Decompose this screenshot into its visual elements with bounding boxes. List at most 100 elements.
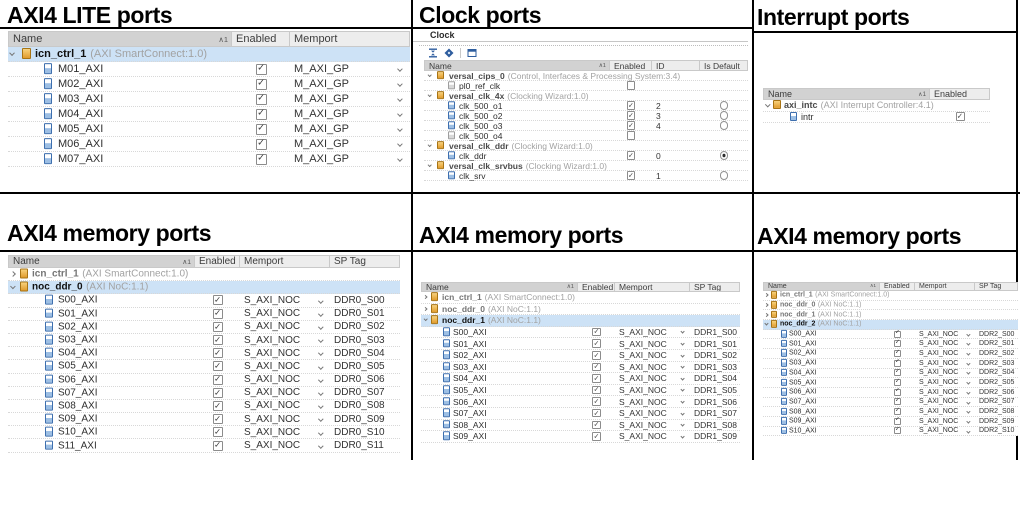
- enabled-checkbox[interactable]: ✓: [894, 349, 901, 357]
- column-header-is-default[interactable]: Is Default: [700, 60, 748, 71]
- enabled-checkbox[interactable]: ✓: [592, 338, 601, 348]
- dropdown-chevron-icon[interactable]: [680, 341, 685, 346]
- enabled-checkbox[interactable]: ✓: [894, 416, 901, 425]
- tree-group-row[interactable]: noc_ddr_1 (AXI NoC:1.1): [421, 315, 740, 327]
- enabled-checkbox[interactable]: ✓: [626, 111, 636, 120]
- column-header-enabled[interactable]: Enabled: [232, 31, 290, 47]
- column-header-enabled[interactable]: Enabled: [880, 282, 915, 291]
- enabled-checkbox[interactable]: ✓: [626, 151, 636, 160]
- tree-port-row[interactable]: clk_ddr ✓ 0: [424, 151, 748, 161]
- tree-port-row[interactable]: S08_AXI ✓ S_AXI_NOC DDR2_S08: [763, 407, 1018, 417]
- enabled-checkbox[interactable]: ✓: [212, 294, 223, 306]
- dropdown-chevron-icon[interactable]: [318, 442, 324, 449]
- dropdown-chevron-icon[interactable]: [318, 311, 324, 317]
- tree-port-row[interactable]: S00_AXI ✓ S_AXI_NOC DDR0_S00: [8, 294, 400, 308]
- enabled-checkbox[interactable]: ✓: [255, 62, 267, 75]
- tree-port-row[interactable]: S05_AXI ✓ S_AXI_NOC DDR0_S05: [8, 360, 400, 374]
- enabled-checkbox[interactable]: ✓: [894, 397, 901, 406]
- column-header-enabled[interactable]: Enabled: [578, 282, 615, 292]
- dropdown-chevron-icon[interactable]: [680, 329, 685, 335]
- tree-group-row[interactable]: noc_ddr_0 (AXI NoC:1.1): [763, 300, 1018, 311]
- dropdown-chevron-icon[interactable]: [397, 81, 404, 87]
- enabled-checkbox[interactable]: ✓: [255, 77, 267, 90]
- collapse-all-icon[interactable]: [428, 48, 438, 58]
- enabled-checkbox[interactable]: ✓: [894, 358, 901, 367]
- dropdown-chevron-icon[interactable]: [966, 380, 971, 385]
- dropdown-chevron-icon[interactable]: [966, 361, 971, 366]
- tree-port-row[interactable]: S00_AXI ✓ S_AXI_NOC DDR1_S00: [421, 326, 740, 339]
- collapse-chevron-icon[interactable]: [423, 317, 429, 323]
- tree-group-row[interactable]: axi_intc (AXI Interrupt Controller:4.1): [763, 100, 990, 112]
- tree-port-row[interactable]: S04_AXI ✓ S_AXI_NOC DDR0_S04: [8, 347, 400, 361]
- column-header-memport[interactable]: Memport: [240, 255, 330, 268]
- tree-group-row[interactable]: noc_ddr_1 (AXI NoC:1.1): [763, 310, 1018, 321]
- column-header-sp-tag[interactable]: SP Tag: [330, 255, 400, 268]
- tree-port-row[interactable]: S11_AXI ✓ S_AXI_NOC DDR0_S11: [8, 439, 400, 453]
- tree-port-row[interactable]: pl0_ref_clk: [424, 81, 748, 91]
- column-header-name[interactable]: Name ∧1: [421, 282, 578, 292]
- tree-group-row[interactable]: noc_ddr_0 (AXI NoC:1.1): [421, 303, 740, 316]
- enabled-checkbox[interactable]: ✓: [592, 327, 601, 337]
- tree-port-row[interactable]: S04_AXI ✓ S_AXI_NOC DDR2_S04: [763, 368, 1018, 379]
- tree-group-row[interactable]: noc_ddr_2 (AXI NoC:1.1): [763, 320, 1018, 330]
- enabled-checkbox[interactable]: ✓: [955, 111, 965, 122]
- dropdown-chevron-icon[interactable]: [680, 353, 685, 358]
- collapse-chevron-icon[interactable]: [9, 50, 15, 57]
- collapse-chevron-icon[interactable]: [427, 92, 433, 98]
- enabled-checkbox[interactable]: ✓: [592, 373, 601, 383]
- expand-chevron-icon[interactable]: [764, 302, 769, 308]
- tree-port-row[interactable]: clk_500_o3 ✓ 4: [424, 121, 748, 131]
- tree-group-row[interactable]: versal_clk_ddr (Clocking Wizard:1.0): [424, 141, 748, 151]
- dropdown-chevron-icon[interactable]: [680, 434, 685, 439]
- enabled-checkbox[interactable]: ✓: [592, 419, 601, 430]
- enabled-checkbox[interactable]: ✓: [592, 396, 601, 406]
- column-header-name[interactable]: Name ∧1: [763, 282, 880, 291]
- tree-port-row[interactable]: M02_AXI ✓ M_AXI_GP: [8, 77, 410, 92]
- clock-tab[interactable]: Clock: [430, 30, 455, 40]
- tree-port-row[interactable]: S01_AXI ✓ S_AXI_NOC DDR2_S01: [763, 339, 1018, 350]
- column-header-sp-tag[interactable]: SP Tag: [975, 282, 1018, 291]
- dropdown-chevron-icon[interactable]: [680, 399, 685, 404]
- enabled-checkbox[interactable]: ✓: [626, 171, 636, 180]
- tree-port-row[interactable]: S03_AXI ✓ S_AXI_NOC DDR2_S03: [763, 358, 1018, 369]
- dropdown-chevron-icon[interactable]: [966, 409, 971, 414]
- tree-group-row[interactable]: versal_clk_4x (Clocking Wizard:1.0): [424, 91, 748, 101]
- collapse-chevron-icon[interactable]: [427, 72, 433, 78]
- dropdown-chevron-icon[interactable]: [318, 429, 324, 435]
- dropdown-chevron-icon[interactable]: [318, 297, 324, 304]
- enabled-checkbox[interactable]: ✓: [894, 339, 901, 348]
- enabled-checkbox[interactable]: [626, 131, 636, 140]
- tree-port-row[interactable]: S07_AXI ✓ S_AXI_NOC DDR2_S07: [763, 397, 1018, 408]
- expand-chevron-icon[interactable]: [10, 271, 16, 277]
- tree-port-row[interactable]: S06_AXI ✓ S_AXI_NOC DDR2_S06: [763, 387, 1018, 398]
- column-header-memport[interactable]: Memport: [615, 282, 690, 292]
- tree-port-row[interactable]: S10_AXI ✓ S_AXI_NOC DDR2_S10: [763, 426, 1018, 437]
- tree-group-row[interactable]: noc_ddr_0 (AXI NoC:1.1): [8, 281, 400, 295]
- enabled-checkbox[interactable]: ✓: [894, 368, 901, 377]
- dropdown-chevron-icon[interactable]: [318, 363, 324, 369]
- dropdown-chevron-icon[interactable]: [397, 66, 404, 72]
- tree-port-row[interactable]: S07_AXI ✓ S_AXI_NOC DDR1_S07: [421, 407, 740, 420]
- dropdown-chevron-icon[interactable]: [966, 341, 971, 346]
- is-default-radio[interactable]: [719, 171, 729, 180]
- collapse-chevron-icon[interactable]: [427, 142, 433, 148]
- is-default-radio[interactable]: [719, 121, 729, 130]
- enabled-checkbox[interactable]: ✓: [212, 439, 223, 451]
- tree-port-row[interactable]: S09_AXI ✓ S_AXI_NOC DDR1_S09: [421, 431, 740, 443]
- enabled-checkbox[interactable]: ✓: [212, 334, 223, 346]
- column-header-id[interactable]: ID: [652, 60, 700, 71]
- dropdown-chevron-icon[interactable]: [318, 350, 324, 356]
- column-header-memport[interactable]: Memport: [915, 282, 975, 291]
- enabled-checkbox[interactable]: ✓: [212, 400, 223, 411]
- dropdown-chevron-icon[interactable]: [397, 96, 404, 102]
- dropdown-chevron-icon[interactable]: [966, 428, 971, 433]
- tree-group-row[interactable]: icn_ctrl_1 (AXI SmartConnect:1.0): [8, 47, 410, 62]
- column-header-name[interactable]: Name ∧1: [424, 60, 610, 71]
- enabled-checkbox[interactable]: ✓: [212, 360, 223, 372]
- enabled-checkbox[interactable]: ✓: [592, 385, 601, 395]
- column-header-enabled[interactable]: Enabled: [930, 88, 990, 100]
- tree-port-row[interactable]: S02_AXI ✓ S_AXI_NOC DDR2_S02: [763, 349, 1018, 359]
- tree-port-row[interactable]: S07_AXI ✓ S_AXI_NOC DDR0_S07: [8, 386, 400, 400]
- tree-port-row[interactable]: S01_AXI ✓ S_AXI_NOC DDR1_S01: [421, 338, 740, 350]
- dropdown-chevron-icon[interactable]: [966, 399, 971, 404]
